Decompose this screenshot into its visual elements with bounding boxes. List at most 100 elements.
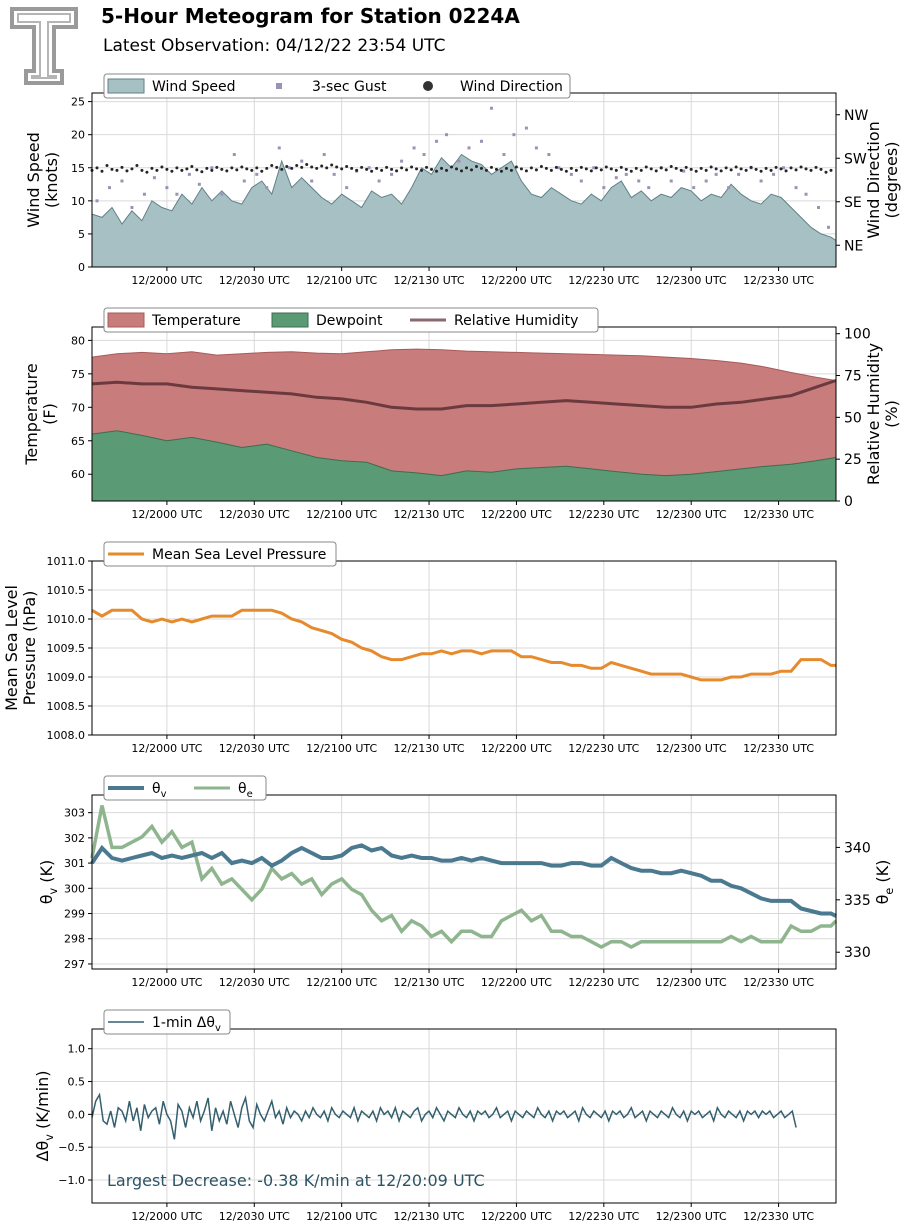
- wind-direction-point: [824, 170, 828, 174]
- wind-direction-point: [739, 167, 743, 171]
- wind-direction-point: [105, 164, 109, 167]
- wind-direction-point: [749, 165, 753, 169]
- gust-point: [579, 179, 583, 183]
- gust-point: [300, 159, 304, 163]
- double-t-logo-svg: [10, 7, 78, 85]
- x-tick-label: 12/2200 UTC: [481, 976, 552, 989]
- legend-swatch-wind: [107, 78, 145, 94]
- legend-box: [103, 307, 599, 333]
- y2-tick-label: SE: [844, 195, 862, 211]
- gust-point: [827, 225, 831, 229]
- y-tick-label: 0.5: [68, 1076, 86, 1089]
- gust-point: [534, 146, 538, 150]
- wind-direction-point: [95, 166, 99, 170]
- gust-point: [804, 192, 808, 196]
- gust-point: [232, 153, 236, 157]
- x-tick-label: 12/2030 UTC: [219, 508, 290, 521]
- wind-direction-point: [604, 165, 608, 169]
- wind-direction-point: [435, 169, 439, 173]
- wind-direction-point: [779, 167, 783, 171]
- page-title: 5-Hour Meteogram for Station 0224A: [101, 4, 520, 28]
- wind-direction-point: [390, 167, 394, 171]
- wind-direction-point: [310, 165, 314, 169]
- y2-tick-label: 335: [844, 893, 871, 909]
- legend-label: Temperature: [151, 313, 241, 329]
- wind-direction-point: [265, 166, 269, 170]
- x-tick-label: 12/2030 UTC: [219, 274, 290, 287]
- meteogram-header: 5-Hour Meteogram for Station 0224A Lates…: [0, 0, 916, 90]
- y-tick-label: 298: [64, 933, 85, 946]
- wind-direction-point: [375, 166, 379, 170]
- y2-tick-label: 340: [844, 840, 871, 856]
- x-tick-label: 12/2000 UTC: [131, 508, 202, 521]
- plot-frame: [91, 560, 837, 736]
- wind-direction-point: [205, 166, 209, 170]
- y-tick-label: −0.5: [58, 1141, 85, 1154]
- x-tick-label: 12/2100 UTC: [306, 976, 377, 989]
- gust-point: [547, 153, 551, 157]
- wind-direction-point: [694, 169, 698, 173]
- wind-direction-point: [639, 168, 643, 172]
- wind-direction-point: [275, 165, 279, 169]
- wind-direction-point: [400, 166, 404, 170]
- gust-point: [377, 179, 381, 183]
- legend-box: [103, 541, 337, 567]
- wind-direction-point: [240, 165, 244, 169]
- x-tick-label: 12/2130 UTC: [394, 742, 465, 755]
- gust-point: [759, 179, 763, 183]
- gust-point: [142, 192, 146, 196]
- x-tick-label: 12/2030 UTC: [219, 1210, 290, 1223]
- plot-frame: [91, 1028, 837, 1204]
- delta-theta-line: [91, 1092, 797, 1140]
- gust-point: [479, 139, 483, 143]
- wind-direction-point: [659, 166, 663, 170]
- wind-direction-point: [479, 166, 483, 170]
- panel-dtheta: 12/2000 UTC 12/2030 UTC 12/2100 UTC 12/2130…: [33, 1009, 837, 1223]
- y-axis-label: Wind Speed(knots): [24, 132, 61, 227]
- gust-point: [175, 192, 179, 196]
- wind-direction-point: [245, 167, 249, 171]
- wind-direction-point: [365, 167, 369, 171]
- gust-point: [817, 205, 821, 209]
- y-tick-label: 65: [71, 435, 85, 448]
- gust-point: [422, 153, 426, 157]
- wind-direction-point: [295, 164, 299, 167]
- gust-point: [255, 172, 259, 176]
- gust-point: [310, 179, 314, 183]
- y-tick-label: 75: [71, 368, 85, 381]
- gust-point: [614, 176, 618, 180]
- wind-direction-point: [285, 164, 289, 168]
- gust-point: [210, 166, 214, 170]
- gust-point: [457, 159, 461, 163]
- wind-direction-point: [185, 167, 189, 171]
- x-tick-label: 12/2000 UTC: [131, 976, 202, 989]
- wind-direction-point: [110, 167, 114, 171]
- wind-direction-point: [809, 168, 813, 172]
- wind-direction-point: [799, 165, 803, 169]
- wind-direction-point: [499, 169, 503, 173]
- legend-label: Relative Humidity: [454, 313, 578, 329]
- wind-direction-point: [574, 168, 578, 172]
- wind-direction-point: [335, 165, 339, 169]
- y-tick-label: 0: [78, 261, 85, 274]
- gust-point: [669, 179, 673, 183]
- x-tick-label: 12/2130 UTC: [394, 274, 465, 287]
- wind-direction-point: [504, 166, 508, 170]
- wind-direction-point: [320, 164, 324, 168]
- x-tick-label: 12/2230 UTC: [568, 1210, 639, 1223]
- plot-frame: [91, 794, 837, 970]
- pressure-line: [91, 608, 836, 682]
- y-tick-label: 25: [71, 96, 85, 109]
- y-tick-label: 5: [78, 228, 85, 241]
- y-tick-label: −1.0: [58, 1174, 85, 1187]
- y2-tick-label: SW: [844, 151, 867, 167]
- wind-direction-point: [669, 164, 673, 168]
- wind-direction-point: [784, 169, 788, 173]
- x-tick-label: 12/2000 UTC: [131, 274, 202, 287]
- wind-direction-point: [624, 167, 628, 171]
- wind-direction-point: [759, 169, 763, 173]
- gust-point: [772, 172, 776, 176]
- largest-decrease-annotation: Largest Decrease: -0.38 K/min at 12/20:0…: [107, 1171, 485, 1190]
- x-tick-label: 12/2200 UTC: [481, 742, 552, 755]
- x-tick-label: 12/2000 UTC: [131, 1210, 202, 1223]
